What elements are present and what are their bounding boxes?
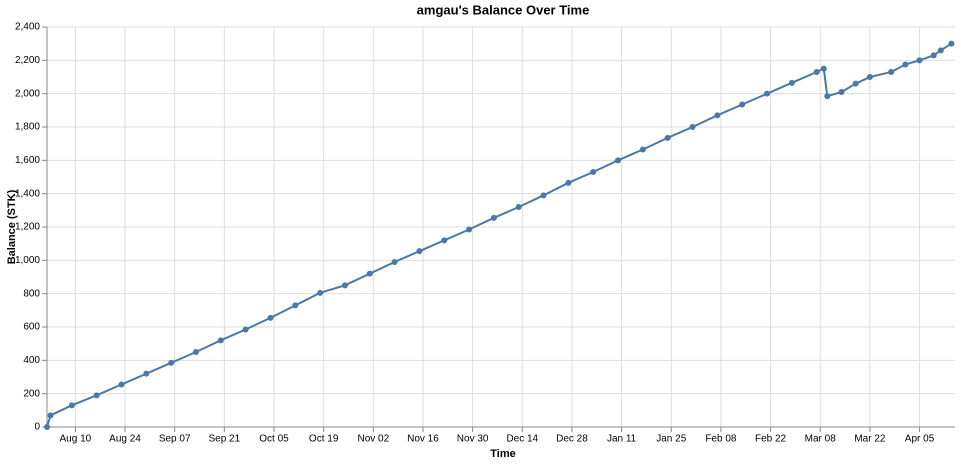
x-tick-label: Sep 07 bbox=[159, 434, 191, 445]
data-point bbox=[416, 248, 423, 255]
data-point bbox=[902, 61, 909, 68]
data-point bbox=[366, 270, 373, 277]
x-tick-label: Jan 11 bbox=[607, 434, 637, 445]
y-tick-label: 2,000 bbox=[15, 88, 40, 99]
y-tick-label: 1,600 bbox=[15, 155, 40, 166]
y-tick-label: 1,000 bbox=[15, 255, 40, 266]
y-axis-label: Balance (STK) bbox=[6, 189, 18, 264]
data-point bbox=[937, 47, 944, 54]
x-tick-label: Jan 25 bbox=[656, 434, 686, 445]
data-point bbox=[824, 93, 831, 100]
data-point bbox=[68, 402, 75, 409]
data-point bbox=[689, 124, 696, 130]
data-point bbox=[540, 192, 547, 199]
data-point bbox=[143, 370, 150, 377]
data-point bbox=[242, 326, 249, 333]
x-tick-label: Sep 21 bbox=[208, 434, 240, 445]
data-point bbox=[866, 74, 873, 80]
x-tick-label: Dec 14 bbox=[506, 434, 538, 445]
data-point bbox=[714, 112, 721, 119]
data-point bbox=[916, 57, 923, 64]
data-point bbox=[192, 349, 199, 355]
x-tick-label: Apr 05 bbox=[905, 434, 935, 445]
data-point bbox=[515, 204, 522, 210]
x-axis-label: Time bbox=[490, 448, 515, 460]
x-tick-label: Mar 22 bbox=[854, 434, 886, 445]
y-tick-label: 0 bbox=[34, 422, 40, 433]
data-point bbox=[948, 40, 955, 47]
y-tick-label: 200 bbox=[23, 388, 40, 399]
chart-title: amgau's Balance Over Time bbox=[417, 2, 590, 17]
data-point bbox=[44, 424, 50, 430]
data-point bbox=[391, 259, 398, 265]
x-tick-label: Oct 19 bbox=[309, 434, 339, 445]
data-point bbox=[852, 80, 859, 87]
data-point bbox=[788, 79, 795, 86]
data-point bbox=[639, 146, 646, 153]
x-tick-label: Aug 24 bbox=[109, 434, 141, 445]
data-point bbox=[292, 302, 299, 309]
y-tick-label: 400 bbox=[23, 355, 40, 366]
data-point bbox=[441, 237, 448, 244]
data-point bbox=[341, 282, 348, 289]
x-tick-label: Feb 08 bbox=[705, 434, 737, 445]
y-tick-label: 1,400 bbox=[15, 188, 40, 199]
y-tick-label: 1,800 bbox=[15, 122, 40, 133]
y-tick-label: 600 bbox=[23, 322, 40, 333]
x-tick-label: Nov 02 bbox=[357, 434, 389, 445]
data-point bbox=[267, 314, 274, 321]
data-point bbox=[93, 392, 100, 399]
data-point bbox=[838, 89, 845, 95]
x-tick-label: Nov 16 bbox=[407, 434, 439, 445]
data-point bbox=[118, 381, 125, 388]
x-tick-label: Feb 22 bbox=[755, 434, 787, 445]
y-tick-label: 2,400 bbox=[15, 22, 40, 33]
data-point bbox=[490, 214, 497, 221]
x-tick-label: Aug 10 bbox=[60, 434, 92, 445]
x-tick-label: Nov 30 bbox=[457, 434, 489, 445]
data-point bbox=[888, 69, 895, 75]
data-point bbox=[813, 69, 820, 75]
data-point bbox=[764, 90, 771, 97]
data-point bbox=[664, 134, 671, 141]
data-point bbox=[217, 337, 224, 344]
x-tick-label: Dec 28 bbox=[556, 434, 588, 445]
data-point bbox=[615, 157, 622, 164]
x-tick-label: Oct 05 bbox=[259, 434, 289, 445]
y-tick-label: 2,200 bbox=[15, 55, 40, 66]
data-point bbox=[466, 226, 473, 233]
data-point bbox=[168, 359, 175, 366]
data-point bbox=[565, 179, 572, 186]
data-point bbox=[930, 52, 937, 59]
x-tick-label: Mar 08 bbox=[805, 434, 837, 445]
data-point bbox=[47, 412, 54, 419]
data-point bbox=[739, 101, 746, 108]
balance-line bbox=[46, 42, 952, 428]
y-tick-label: 800 bbox=[23, 288, 40, 299]
data-point bbox=[317, 289, 324, 296]
data-point bbox=[820, 65, 827, 72]
data-point bbox=[590, 169, 597, 175]
y-tick-label: 1,200 bbox=[15, 222, 40, 233]
